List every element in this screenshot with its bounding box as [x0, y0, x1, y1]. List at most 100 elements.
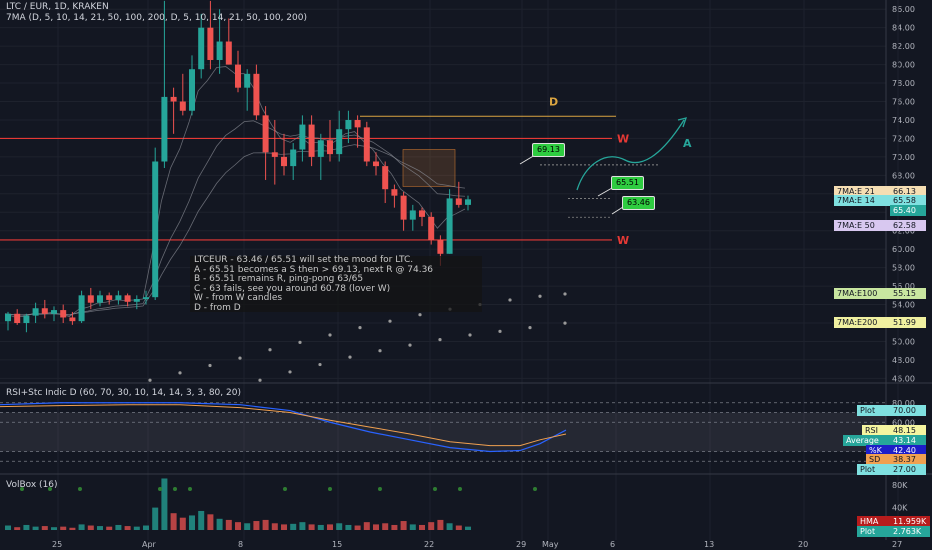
ma100-dot — [418, 313, 422, 317]
note-line: B - 65.51 remains R, ping-pong 63/65 — [194, 274, 364, 285]
volume-bar — [437, 519, 444, 530]
candle-body — [106, 295, 113, 300]
volume-bar — [400, 521, 407, 530]
time-tick-label: 6 — [610, 540, 615, 549]
volume-bar — [225, 519, 232, 530]
volume-bar — [290, 523, 297, 530]
volume-bar — [97, 526, 103, 530]
candle-body — [133, 299, 140, 302]
rsi-pane-title: RSI+Stc Indic D (60, 70, 30, 10, 14, 14,… — [6, 388, 241, 398]
volume-bar — [41, 526, 48, 530]
ma200-dot — [408, 343, 412, 347]
candle-body — [87, 295, 94, 303]
candle-body — [41, 308, 48, 314]
projection-curve — [576, 119, 685, 191]
volbox-pane-title: VolBox (16) — [6, 480, 58, 490]
tag-ma21-label: 7MA:E 21 — [834, 186, 890, 197]
price-tick-label: 58.00 — [892, 264, 915, 273]
time-tick-label: May — [542, 540, 559, 549]
vol-tick-label: 40K — [892, 504, 908, 513]
volume-bar — [152, 507, 159, 530]
ma100-dot — [148, 378, 152, 382]
candle-body — [189, 69, 195, 111]
volbox-signal-dot — [533, 487, 537, 491]
volume-bar — [216, 518, 223, 530]
ma100-dot — [268, 348, 272, 352]
price-tick-label: 48.00 — [892, 356, 915, 365]
tag-ma21-value: 66.13 — [890, 186, 926, 197]
ma100-dot — [238, 356, 242, 360]
tag-hma-label: HMA — [857, 516, 890, 527]
volume-bar — [317, 524, 324, 530]
vol-tick-label: 80K — [892, 481, 908, 490]
volume-bar — [345, 524, 352, 530]
volbox-signal-dot — [20, 487, 24, 491]
time-tick-label: Apr — [142, 540, 157, 549]
volume-bar — [428, 522, 435, 530]
volume-bar — [327, 524, 333, 530]
volbox-signal-dot — [283, 487, 287, 491]
ma100-dot — [328, 333, 332, 337]
volume-bar — [87, 525, 94, 530]
volume-bar — [455, 525, 462, 530]
volume-bar — [382, 523, 389, 530]
price-tick-label: 56.00 — [892, 282, 915, 291]
volume-bar — [354, 525, 361, 530]
volume-bar — [161, 478, 168, 530]
ma100-dot — [388, 319, 392, 323]
volume-bar — [281, 524, 287, 530]
candle-body — [262, 115, 269, 153]
price-tick-label: 50.00 — [892, 337, 915, 346]
tag-ma14-label: 7MA:E 14 — [834, 195, 890, 206]
volume-bar — [336, 523, 343, 530]
w-letter-upper: W — [617, 132, 629, 145]
time-tick-label: 22 — [424, 540, 434, 549]
w-letter-lower: W — [617, 234, 629, 247]
volbox-signal-dot — [188, 487, 192, 491]
ma200-dot — [498, 329, 502, 333]
volbox-signal-dot — [78, 487, 82, 491]
ma200-dot — [348, 355, 352, 359]
price-tick-label: 74.00 — [892, 116, 915, 125]
ma200-dot — [468, 333, 472, 337]
ma100-dot — [563, 292, 567, 296]
candle-body — [373, 161, 379, 167]
candle-body — [437, 239, 444, 254]
candle-body — [32, 308, 39, 316]
candle-body — [253, 73, 260, 116]
ma200-dot — [378, 349, 382, 353]
ma100-dot — [298, 340, 302, 344]
volume-bar — [133, 526, 140, 530]
rsi-tick-label: 80.00 — [892, 399, 915, 408]
note-line: A - 65.51 becomes a S then > 69.13, next… — [194, 264, 434, 275]
candle-body — [354, 119, 361, 128]
volume-bar — [391, 524, 398, 530]
tag-plotvol-label: Plot — [857, 526, 890, 537]
candle-body — [14, 313, 21, 324]
volume-bar — [23, 524, 30, 530]
candle-body — [345, 119, 352, 130]
tag-plot27-value: 27.00 — [890, 464, 926, 475]
volume-bar — [373, 524, 379, 530]
range-box — [402, 149, 456, 187]
candle-body — [207, 27, 214, 60]
volume-bar — [262, 519, 269, 530]
candle-body — [290, 149, 297, 167]
price-tick-label: 60.00 — [892, 245, 915, 254]
candle-body — [23, 315, 30, 324]
tag-hma-value: 11.959K — [890, 516, 930, 527]
volume-bar — [409, 524, 416, 530]
volume-bar — [207, 514, 214, 530]
price-tick-label: 70.00 — [892, 153, 915, 162]
volume-bar — [198, 510, 205, 530]
candle-body — [225, 41, 232, 65]
candle-body — [400, 195, 407, 220]
candle-body — [69, 317, 76, 322]
tag-rsi-plot70-value: 70.00 — [890, 405, 926, 416]
ma200-dot — [438, 338, 442, 342]
candle-body — [391, 189, 398, 196]
volume-bar — [253, 521, 260, 530]
rsi-k-line — [0, 402, 567, 453]
volbox-signal-dot — [173, 487, 177, 491]
